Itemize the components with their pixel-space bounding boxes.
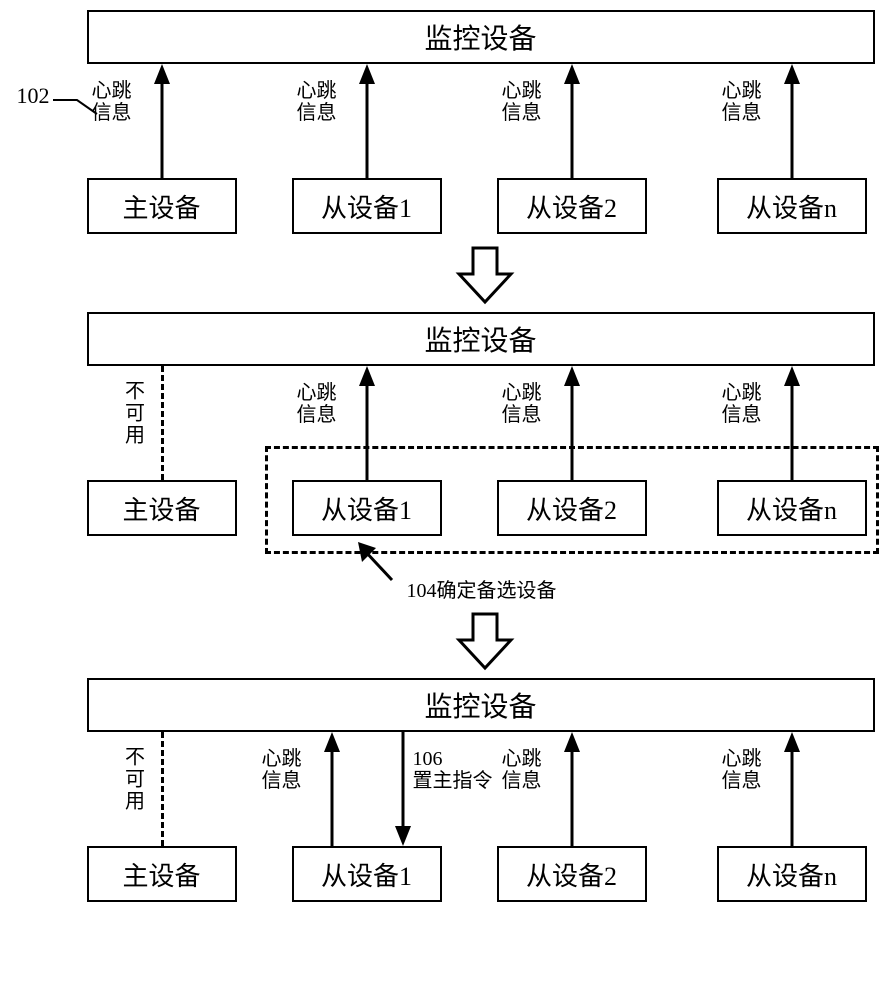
- ref-102-label: 102: [17, 84, 50, 108]
- monitor-box-1: 监控设备: [87, 10, 875, 64]
- slave1-box-3: 从设备1: [292, 846, 442, 902]
- master-box-2: 主设备: [87, 480, 237, 536]
- slave1-box-1: 从设备1: [292, 178, 442, 234]
- slaven-box-3-label: 从设备n: [746, 856, 837, 893]
- slaven-box-3: 从设备n: [717, 846, 867, 902]
- master-box-1: 主设备: [87, 178, 237, 234]
- slaven-box-1-label: 从设备n: [746, 188, 837, 225]
- arrow-slave2-3: [562, 732, 582, 846]
- arrow-slave2-1: [562, 64, 582, 178]
- heartbeat-slave1-1: 心跳信息: [297, 80, 345, 124]
- master-box-3: 主设备: [87, 846, 237, 902]
- heartbeat-slave2-3: 心跳信息: [502, 748, 550, 792]
- transition-arrow-1: [455, 246, 515, 306]
- master-box-2-label: 主设备: [122, 490, 200, 527]
- unavailable-label-3: 不可用: [122, 746, 144, 812]
- transition-arrow-2: [455, 612, 515, 672]
- slave1-box-3-label: 从设备1: [321, 856, 412, 893]
- panel-3: 监控设备主设备从设备1从设备2从设备n不可用心跳信息106置主指令心跳信息心跳信…: [15, 678, 875, 910]
- ref-102-leader: [53, 74, 113, 114]
- slave2-box-1: 从设备2: [497, 178, 647, 234]
- monitor-box-3-label: 监控设备: [424, 685, 536, 725]
- unavailable-label-2: 不可用: [122, 380, 144, 446]
- slave1-box-1-label: 从设备1: [321, 188, 412, 225]
- panel-1: 监控设备主设备从设备1从设备2从设备n心跳信息心跳信息心跳信息心跳信息102: [15, 10, 875, 242]
- dashed-group-box: [265, 446, 879, 554]
- arrow-slave1-1: [357, 64, 377, 178]
- transition-arrow-1-wrap: [15, 242, 875, 312]
- heartbeat-slaven-1: 心跳信息: [722, 80, 770, 124]
- ref-104-arrow: [352, 540, 412, 590]
- master-box-3-label: 主设备: [122, 856, 200, 893]
- heartbeat-slave2-2: 心跳信息: [502, 382, 550, 426]
- monitor-box-1-label: 监控设备: [424, 17, 536, 57]
- arrow-master-1: [152, 64, 172, 178]
- slave2-box-1-label: 从设备2: [526, 188, 617, 225]
- slave2-box-3: 从设备2: [497, 846, 647, 902]
- master-box-1-label: 主设备: [122, 188, 200, 225]
- arrow-slaven-1: [782, 64, 802, 178]
- arrow-106-down: [393, 732, 413, 846]
- dashed-master-3: [161, 732, 164, 846]
- heartbeat-slaven-2: 心跳信息: [722, 382, 770, 426]
- monitor-box-3: 监控设备: [87, 678, 875, 732]
- slave2-box-3-label: 从设备2: [526, 856, 617, 893]
- transition-arrow-2-wrap: [15, 608, 875, 678]
- heartbeat-slaven-3: 心跳信息: [722, 748, 770, 792]
- arrow-slaven-3: [782, 732, 802, 846]
- ref-104-label: 104确定备选设备: [407, 580, 557, 602]
- dashed-master-2: [161, 366, 164, 480]
- ref-106-label: 106置主指令: [413, 748, 493, 792]
- arrow-slave1-up-3: [322, 732, 342, 846]
- heartbeat-slave2-1: 心跳信息: [502, 80, 550, 124]
- monitor-box-2: 监控设备: [87, 312, 875, 366]
- monitor-box-2-label: 监控设备: [424, 319, 536, 359]
- heartbeat-slave1-3: 心跳信息: [262, 748, 310, 792]
- heartbeat-slave1-2: 心跳信息: [297, 382, 345, 426]
- slaven-box-1: 从设备n: [717, 178, 867, 234]
- panel-2: 监控设备主设备从设备1从设备2从设备n不可用心跳信息心跳信息心跳信息104确定备…: [15, 312, 875, 608]
